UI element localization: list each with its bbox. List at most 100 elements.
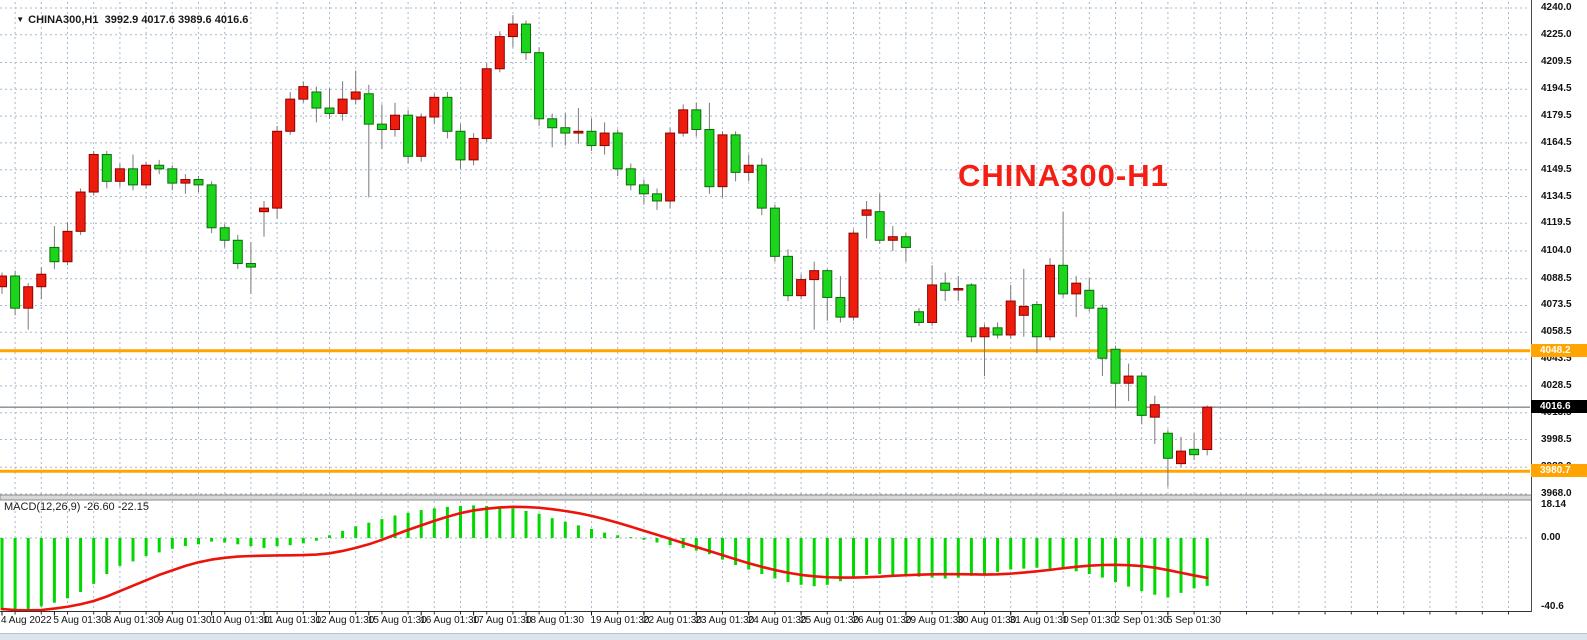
hline-price-badge-lower: 3980.7: [1531, 464, 1587, 478]
candle-up: [62, 230, 73, 263]
candle-down: [101, 154, 112, 182]
candle-down: [1031, 304, 1042, 338]
candle-down: [769, 207, 780, 257]
candle-down: [612, 132, 623, 170]
symbol-dropdown-icon[interactable]: ▼: [16, 15, 25, 24]
price-axis-label: 3968.0: [1541, 488, 1572, 499]
candle-down: [442, 96, 453, 132]
candle-up: [259, 207, 269, 213]
candle-down: [324, 107, 335, 114]
candle-up: [927, 284, 938, 323]
candle-up: [468, 137, 479, 161]
candle-down: [874, 211, 885, 241]
candle-up: [861, 209, 872, 216]
candle-up: [36, 273, 47, 288]
price-axis-label: 4209.5: [1541, 56, 1572, 68]
price-axis-label: 4225.0: [1541, 28, 1572, 40]
price-axis-label: 4179.5: [1541, 110, 1572, 122]
candle-down: [534, 52, 545, 120]
candle-down: [219, 227, 230, 241]
horizontal-scrollbar[interactable]: [0, 633, 1587, 640]
candle-down: [783, 255, 793, 297]
candle-up: [23, 286, 34, 309]
candle-up: [743, 164, 754, 173]
time-axis-label: 4 Aug 2022: [1, 615, 52, 626]
time-axis-label: 31 Aug 01:30: [1009, 615, 1069, 626]
candle-down: [914, 311, 924, 323]
quote-high: 4017.6: [141, 14, 175, 26]
candle-down: [1058, 264, 1069, 295]
candle-down: [992, 327, 1003, 336]
price-axis[interactable]: 4240.0 4225.0 4209.5 4194.5 4179.5 4164.5 4149…: [1531, 0, 1587, 612]
candle-down: [822, 270, 833, 298]
candle-up: [665, 132, 676, 202]
candle-down: [1084, 289, 1095, 309]
candle-down: [638, 184, 649, 195]
candle-down: [376, 123, 387, 131]
candle-up: [573, 130, 584, 134]
time-axis-label: 16 Aug 01:30: [420, 615, 480, 626]
time-axis-label: 8 Aug 01:30: [105, 615, 160, 626]
time-axis-label: 5 Aug 01:30: [53, 615, 107, 626]
candle-up: [1005, 300, 1016, 336]
price-axis-label: 3998.5: [1541, 433, 1572, 445]
candle-down: [49, 246, 60, 263]
time-axis-label: 30 Aug 01:30: [957, 615, 1017, 626]
candle-up: [114, 168, 125, 182]
macd-axis-label: 0.00: [1541, 532, 1561, 543]
candle-up: [809, 270, 820, 281]
candle-down: [586, 130, 597, 147]
candle-up: [141, 164, 152, 186]
time-axis-label: 18 Aug 01:30: [525, 615, 584, 626]
time-axis-label: 10 Aug 01:30: [210, 615, 270, 626]
candle-up: [796, 279, 807, 297]
candle-down: [900, 236, 911, 248]
candle-down: [154, 164, 165, 170]
candle-down: [560, 127, 571, 134]
symbol-period-label: CHINA300,H1: [28, 14, 99, 26]
time-axis-label: 24 Aug 01:30: [747, 615, 807, 626]
candle-up: [678, 109, 689, 134]
candle-up: [494, 36, 505, 70]
candle-down: [1189, 448, 1200, 456]
candle-down: [756, 164, 767, 209]
candle-up: [0, 275, 7, 288]
candle-down: [455, 130, 466, 161]
candle-down: [10, 275, 21, 309]
candle-up: [1071, 282, 1082, 295]
candle-down: [730, 134, 741, 173]
time-axis-label: 25 Aug 01:30: [800, 615, 860, 626]
price-axis-label: 4043.5: [1541, 353, 1572, 365]
candle-up: [1149, 404, 1160, 418]
symbol-watermark: CHINA300-H1: [958, 158, 1169, 193]
macd-main-value: -26.60: [83, 501, 115, 513]
quote-bar: ▼ CHINA300,H1 3992.9 4017.6 3989.6 4016.6: [4, 2, 248, 38]
hline-price-badge-upper: 4048.2: [1531, 343, 1587, 357]
candle-down: [128, 168, 138, 186]
candle-down: [1097, 307, 1108, 359]
candle-up: [75, 191, 86, 232]
time-axis-label: 11 Aug 01:30: [263, 615, 322, 626]
candle-up: [285, 98, 296, 132]
candle-up: [507, 23, 518, 38]
time-axis-label: 17 Aug 01:30: [472, 615, 532, 626]
candle-up: [953, 288, 964, 291]
macd-axis-label: -40.6: [1541, 601, 1564, 612]
time-axis-label: 23 Aug 01:30: [695, 615, 755, 626]
time-axis-label: 29 Aug 01:30: [904, 615, 964, 626]
time-axis-label: 1 Sep 01:30: [1062, 615, 1117, 626]
time-axis-label: 26 Aug 01:30: [852, 615, 912, 626]
candle-up: [272, 130, 283, 209]
pane-separator[interactable]: [0, 494, 1587, 501]
time-axis[interactable]: 4 Aug 2022 5 Aug 01:30 8 Aug 01:30 9 Aug 01…: [0, 613, 1587, 632]
candle-down: [167, 168, 178, 184]
price-axis-label: 4164.5: [1541, 136, 1572, 148]
price-axis-label: 4194.5: [1541, 83, 1572, 95]
price-axis-label: 4028.5: [1541, 379, 1572, 391]
macd-name: MACD(12,26,9): [4, 501, 81, 513]
candle-down: [835, 296, 846, 318]
price-axis-label: 4149.5: [1541, 163, 1572, 175]
macd-indicator-label: MACD(12,26,9) -26.60 -22.15: [4, 501, 149, 513]
